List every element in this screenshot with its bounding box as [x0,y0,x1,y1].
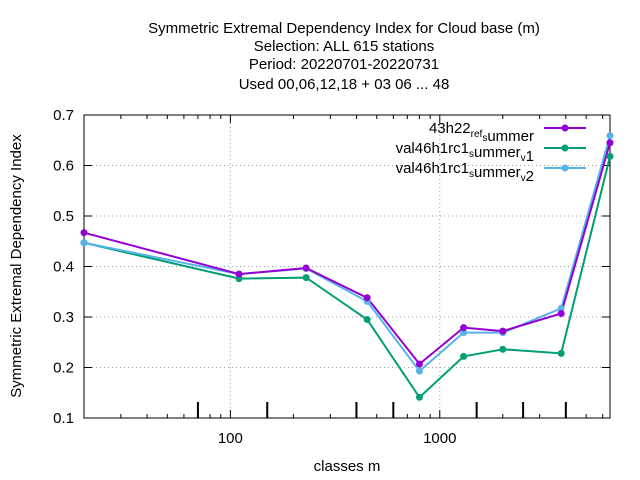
data-point [557,309,565,317]
x-axis-label: classes m [314,458,381,475]
title-line-2: Selection: ALL 615 stations [254,38,434,55]
legend-swatch-point [561,124,569,132]
y-tick-label: 0.4 [53,259,74,276]
y-tick-label: 0.1 [53,410,74,427]
plot-frame [83,114,611,419]
data-point [80,229,88,237]
legend-label: val46h1rc1summerv2 [396,160,534,185]
series-line [83,156,611,399]
x-tick-label: 100 [218,430,243,447]
data-point [606,132,614,140]
data-point [606,139,614,147]
data-point [460,352,468,360]
data-point [460,324,468,332]
data-point [80,239,88,247]
legend-swatch-point [561,144,569,152]
y-tick-label: 0.2 [53,360,74,377]
title-line-4: Used 00,06,12,18 + 03 06 ... 48 [239,76,450,93]
legend-swatch-point [561,164,569,172]
y-tick-label: 0.7 [53,107,74,124]
data-point [499,327,507,335]
data-point [235,270,243,278]
y-tick-label: 0.6 [53,158,74,175]
data-point [557,349,565,357]
data-point [302,274,310,282]
data-point [460,329,468,337]
data-point [415,367,423,375]
series-points [80,132,614,401]
title-line-1: Symmetric Extremal Dependency Index for … [148,20,540,37]
data-point [302,264,310,272]
legend: 43h22refsummerval46h1rc1summerv1val46h1r… [396,120,586,185]
chart-title: Symmetric Extremal Dependency Index for … [148,20,540,93]
data-point [557,304,565,312]
x-tick-label: 1000 [423,430,456,447]
data-point [606,152,614,160]
x-tick-labels: 100 1000 [218,430,457,447]
data-point [415,393,423,401]
y-tick-labels: 0.1 0.2 0.3 0.4 0.5 0.6 0.7 [53,107,74,427]
legend-label: 43h22refsummer [429,120,534,145]
data-point [499,345,507,353]
data-point [363,294,371,302]
title-line-3: Period: 20220701-20220731 [249,56,439,73]
legend-label: val46h1rc1summerv1 [396,140,534,165]
y-tick-label: 0.5 [53,208,74,225]
data-point [415,360,423,368]
class-marks [196,402,567,418]
y-axis-label: Symmetric Extremal Dependency Index [8,134,25,398]
y-tick-label: 0.3 [53,309,74,326]
grid [84,115,610,418]
data-point [363,316,371,324]
